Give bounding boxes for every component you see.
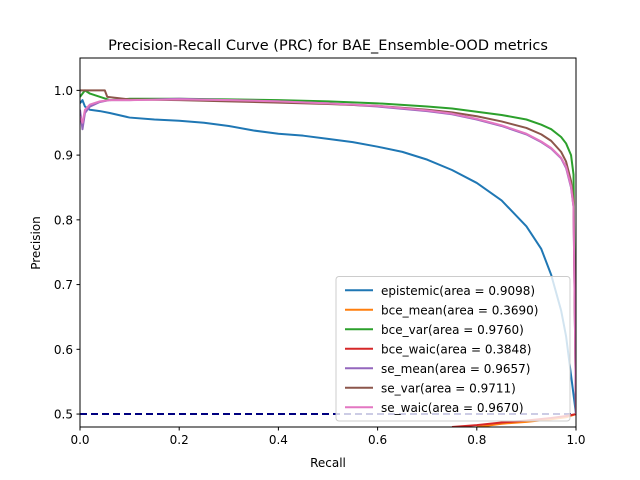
y-tick-label: 0.8	[54, 213, 73, 227]
legend-box	[335, 276, 571, 422]
x-tick-label: 0.6	[368, 433, 387, 447]
y-axis-title: Precision	[29, 216, 43, 270]
y-tick-label: 0.7	[54, 278, 73, 292]
y-tick-label: 0.5	[54, 408, 73, 422]
legend-label: se_mean(area = 0.9657)	[381, 362, 530, 376]
x-tick-label: 0.2	[170, 433, 189, 447]
x-tick-label: 1.0	[566, 433, 585, 447]
series-line-6	[80, 98, 576, 415]
y-tick-label: 0.9	[54, 149, 73, 163]
series-line-0	[80, 99, 576, 415]
series-line-2	[80, 89, 576, 415]
legend-label: bce_mean(area = 0.3690)	[381, 303, 538, 317]
plot-frame	[79, 57, 577, 428]
series-layer	[80, 89, 576, 427]
legend-label: bce_var(area = 0.9760)	[381, 323, 524, 337]
x-tick-label: 0.4	[269, 433, 288, 447]
x-tick-label: 0.0	[70, 433, 89, 447]
y-tick-label: 0.6	[54, 343, 73, 357]
legend-label: se_var(area = 0.9711)	[381, 381, 516, 395]
x-tick-label: 0.8	[467, 433, 486, 447]
x-axis: 0.0 0.2 0.4 0.6 0.8 1.0	[70, 427, 586, 447]
y-axis: 0.5 0.6 0.7 0.8 0.9 1.0	[54, 84, 80, 422]
x-axis-title: Recall	[310, 456, 346, 470]
chart-title: Precision-Recall Curve (PRC) for BAE_Ens…	[108, 38, 548, 54]
legend-label: epistemic(area = 0.9098)	[381, 284, 535, 298]
legend: epistemic(area = 0.9098) bce_mean(area = …	[335, 276, 571, 422]
y-tick-label: 1.0	[54, 84, 73, 98]
legend-label: se_waic(area = 0.9670)	[381, 401, 524, 415]
legend-label: bce_waic(area = 0.3848)	[381, 342, 532, 356]
